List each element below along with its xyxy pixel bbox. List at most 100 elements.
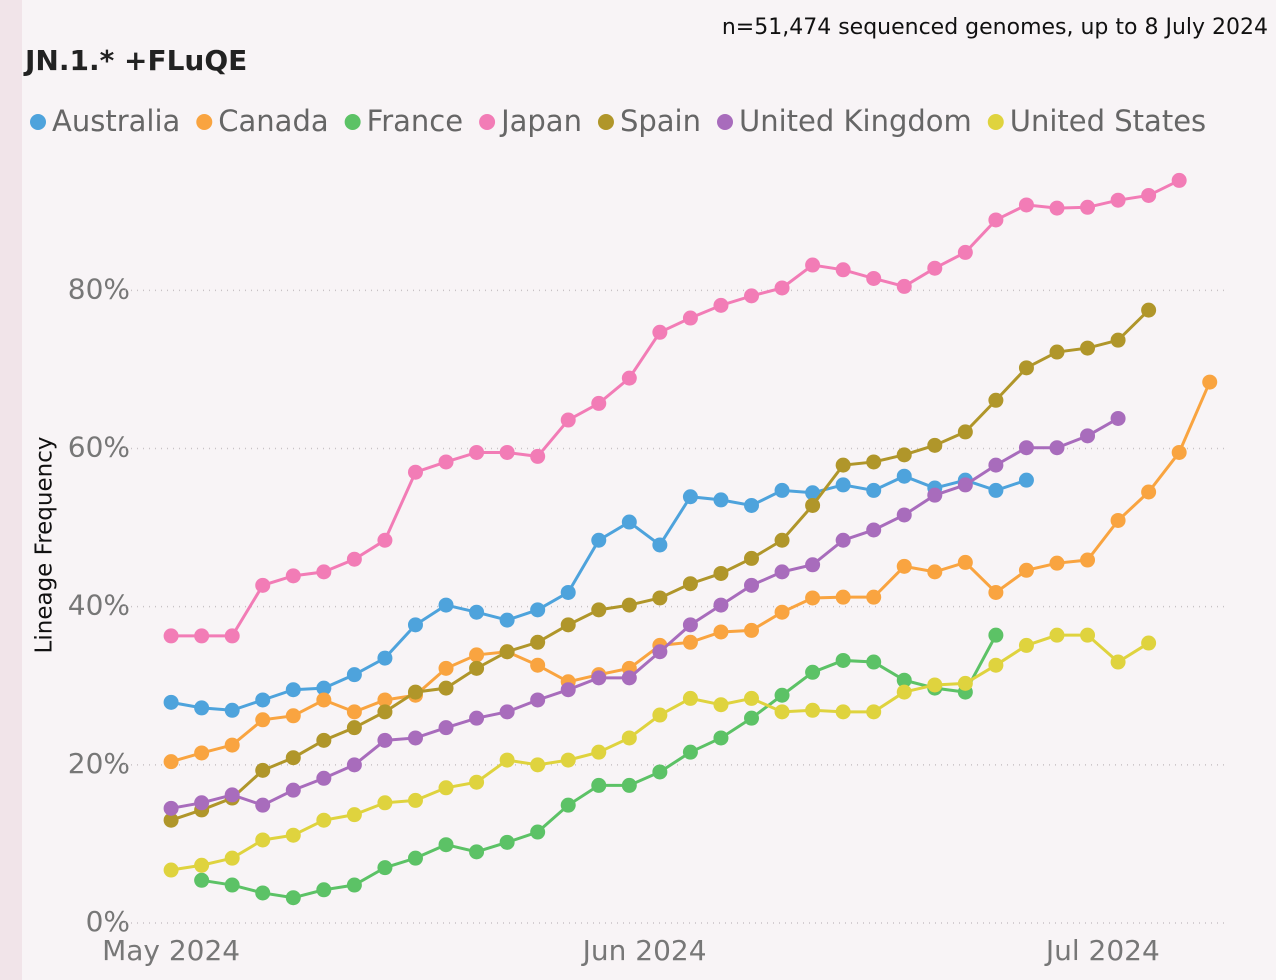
data-point (682, 744, 698, 760)
data-point (835, 704, 851, 720)
data-point (377, 532, 393, 548)
data-point (1110, 332, 1126, 348)
data-point (1018, 472, 1034, 488)
data-point (316, 564, 332, 580)
data-point (377, 704, 393, 720)
data-point (652, 644, 668, 660)
data-point (560, 412, 576, 428)
data-point (682, 310, 698, 326)
side-strip (0, 0, 22, 980)
data-point (285, 682, 301, 698)
data-point (1049, 627, 1065, 643)
data-point (530, 657, 546, 673)
data-point (224, 702, 240, 718)
data-point (1049, 200, 1065, 216)
data-point (621, 597, 637, 613)
data-point (927, 260, 943, 276)
data-point (1018, 360, 1034, 376)
data-point (896, 447, 912, 463)
data-point (805, 702, 821, 718)
data-point (499, 444, 515, 460)
legend-label: Australia (52, 104, 180, 138)
data-point (621, 777, 637, 793)
data-point (316, 882, 332, 898)
data-point (682, 489, 698, 505)
series-line (171, 179, 1180, 638)
data-point (652, 324, 668, 340)
data-point (560, 797, 576, 813)
data-point (774, 704, 790, 720)
data-point (346, 757, 362, 773)
data-point (469, 710, 485, 726)
data-point (255, 832, 271, 848)
x-tick-label: Jun 2024 (581, 934, 707, 967)
data-point (744, 710, 760, 726)
data-point (194, 628, 210, 644)
data-point (163, 754, 179, 770)
y-tick-label: 60% (68, 431, 130, 464)
y-tick-label: 40% (68, 589, 130, 622)
data-point (713, 565, 729, 581)
data-point (774, 687, 790, 703)
data-point (896, 672, 912, 688)
data-point (1018, 562, 1034, 578)
data-point (1049, 344, 1065, 360)
data-point (927, 677, 943, 693)
data-point (407, 850, 423, 866)
y-tick-label: 20% (68, 747, 130, 780)
data-point (194, 700, 210, 716)
data-point (346, 667, 362, 683)
data-point (805, 590, 821, 606)
data-point (652, 590, 668, 606)
data-point (835, 477, 851, 493)
data-point (591, 744, 607, 760)
data-point (896, 507, 912, 523)
data-point (1049, 555, 1065, 571)
data-point (1202, 374, 1218, 390)
data-point (346, 704, 362, 720)
data-point (560, 682, 576, 698)
data-point (591, 602, 607, 618)
data-point (163, 694, 179, 710)
data-point (866, 454, 882, 470)
data-point (194, 745, 210, 761)
chart-subtitle: n=51,474 sequenced genomes, up to 8 July… (722, 15, 1268, 40)
data-point (346, 720, 362, 736)
data-point (713, 697, 729, 713)
data-point (560, 617, 576, 633)
data-point (469, 444, 485, 460)
data-point (713, 597, 729, 613)
data-point (896, 278, 912, 294)
data-point (896, 558, 912, 574)
data-point (438, 720, 454, 736)
data-point (377, 692, 393, 708)
y-axis-label: Lineage Frequency (32, 437, 58, 654)
data-point (744, 288, 760, 304)
data-point (713, 624, 729, 640)
data-point (896, 684, 912, 700)
data-point (469, 660, 485, 676)
data-point (194, 872, 210, 888)
data-point (774, 604, 790, 620)
data-point (255, 577, 271, 593)
data-point (438, 680, 454, 696)
data-point (682, 576, 698, 592)
data-point (621, 514, 637, 530)
data-point (805, 557, 821, 573)
data-point (377, 732, 393, 748)
data-point (988, 392, 1004, 408)
data-point (346, 877, 362, 893)
data-point (224, 877, 240, 893)
data-point (1080, 552, 1096, 568)
data-point (835, 589, 851, 605)
data-point (1141, 302, 1157, 318)
data-point (713, 492, 729, 508)
data-point (224, 787, 240, 803)
data-point (560, 584, 576, 600)
data-point (530, 692, 546, 708)
data-point (285, 708, 301, 724)
data-point (407, 617, 423, 633)
legend-marker (987, 114, 1004, 130)
data-point (316, 680, 332, 696)
